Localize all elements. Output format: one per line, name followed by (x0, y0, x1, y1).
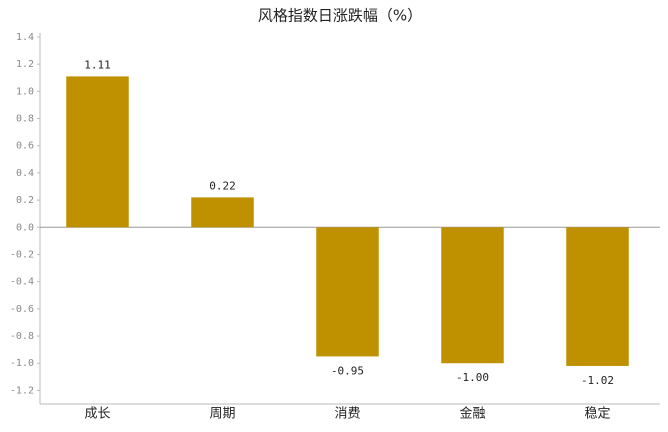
y-tick-label: -0.2 (10, 249, 34, 260)
x-tick-label: 成长 (84, 407, 110, 422)
y-tick-label: 0.4 (16, 168, 34, 179)
x-tick-label: 稳定 (584, 406, 610, 422)
value-label: -1.00 (456, 371, 489, 384)
value-label: 1.11 (84, 58, 111, 71)
x-tick-label: 周期 (209, 407, 235, 422)
value-label: -0.95 (331, 364, 364, 377)
y-tick-label: 0.8 (16, 114, 34, 125)
y-tick-label: 1.0 (16, 86, 34, 97)
chart-title: 风格指数日涨跌幅（%） (258, 7, 422, 25)
y-tick-label: 0.6 (16, 141, 34, 152)
y-tick-label: 1.2 (16, 59, 34, 70)
bar (566, 227, 629, 366)
y-tick-label: 0.0 (16, 222, 34, 233)
y-tick-label: 1.4 (16, 32, 34, 43)
bar (191, 197, 254, 228)
y-tick-label: -0.8 (10, 331, 34, 342)
value-label: 0.22 (209, 179, 236, 192)
bar (66, 76, 129, 228)
bar (316, 227, 379, 357)
y-tick-label: 0.2 (16, 195, 34, 206)
bar (441, 227, 504, 364)
y-tick-label: -0.6 (10, 304, 34, 315)
y-tick-label: -0.4 (10, 277, 34, 288)
x-tick-label: 消费 (334, 407, 360, 422)
x-tick-label: 金融 (459, 406, 485, 422)
y-tick-label: -1.2 (10, 385, 34, 396)
value-label: -1.02 (581, 374, 614, 387)
y-tick-label: -1.0 (10, 358, 34, 369)
